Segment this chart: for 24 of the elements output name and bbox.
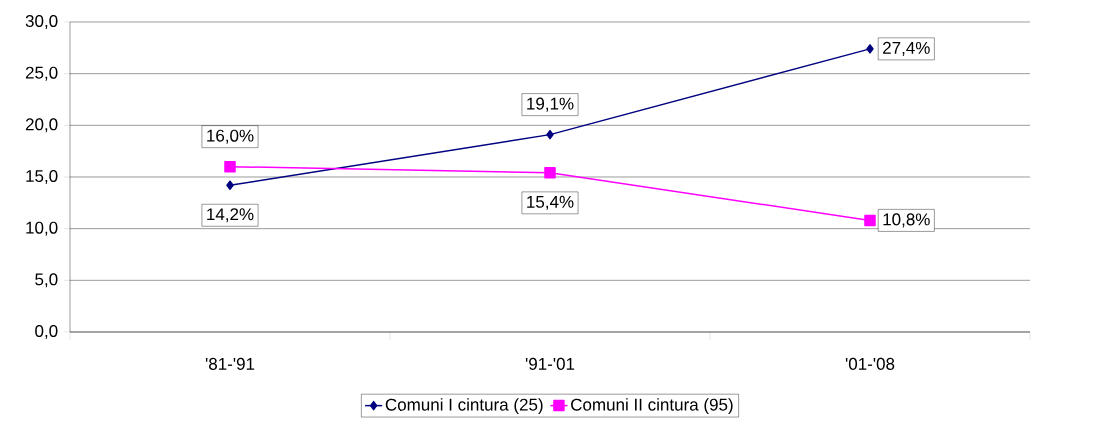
y-tick-label: 15,0: [26, 169, 58, 185]
data-label: 16,0%: [207, 129, 254, 144]
x-tick-label: '81-'91: [205, 357, 255, 370]
legend-label: Comuni I cintura (25): [385, 398, 543, 415]
point: [864, 214, 876, 227]
data-label: 27,4%: [883, 41, 930, 56]
y-tick-label: 25,0: [25, 66, 58, 81]
data-label: 14,2%: [207, 208, 254, 223]
y-tick-label: 10,0: [26, 221, 58, 236]
point: [866, 44, 874, 54]
point: [224, 160, 236, 173]
data-label: 15,4%: [527, 195, 574, 210]
y-tick-label: 5,0: [35, 273, 58, 288]
legend-label: Comuni II cintura (95): [571, 398, 733, 415]
y-tick-label: 30,0: [25, 14, 58, 30]
x-tick-label: '01-'08: [845, 357, 895, 370]
y-tick-label: 20,0: [25, 118, 58, 133]
point: [546, 129, 554, 140]
point: [544, 167, 556, 179]
data-label: 10,8%: [883, 213, 930, 228]
y-tick-label: 0,0: [35, 324, 58, 340]
x-tick-label: '91-'01: [525, 357, 575, 370]
data-label: 19,1%: [527, 97, 574, 112]
point: [226, 180, 234, 191]
